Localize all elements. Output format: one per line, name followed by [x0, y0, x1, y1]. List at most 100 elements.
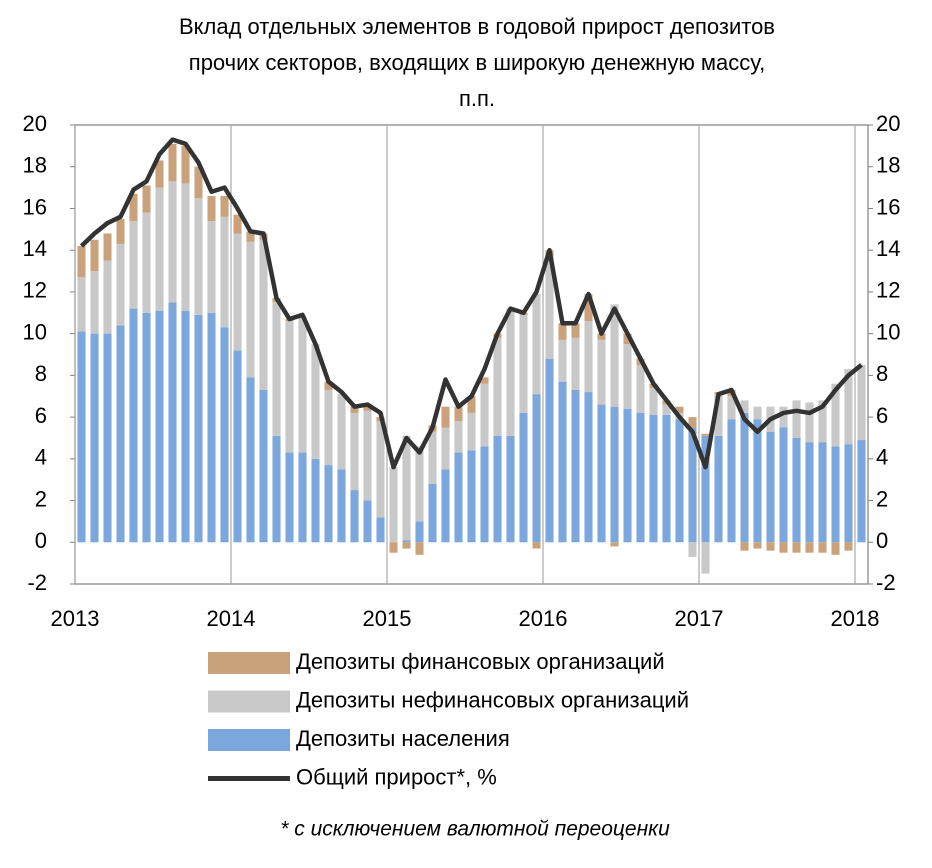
- bar: [285, 321, 294, 453]
- bar: [428, 483, 437, 543]
- bar: [363, 404, 372, 411]
- bar: [181, 145, 190, 184]
- bar: [818, 400, 827, 443]
- bar: [155, 160, 164, 188]
- bar: [116, 325, 125, 543]
- bar: [272, 435, 281, 543]
- bar: [324, 381, 333, 390]
- y-tick-label: -2: [27, 570, 47, 595]
- bar: [558, 339, 567, 382]
- bar: [519, 314, 528, 413]
- bar: [844, 369, 853, 445]
- y2-tick-label: 8: [876, 361, 888, 386]
- bar: [610, 406, 619, 543]
- bar: [376, 421, 385, 518]
- bar: [441, 427, 450, 470]
- y-tick-label: 10: [23, 319, 47, 344]
- bar: [350, 490, 359, 543]
- legend-label: Депозиты финансовых организаций: [296, 649, 665, 674]
- bar: [506, 310, 515, 436]
- bar: [532, 293, 541, 395]
- bar: [831, 383, 840, 447]
- bar: [90, 333, 99, 543]
- bar: [155, 187, 164, 311]
- bar: [610, 542, 619, 547]
- bar: [844, 542, 853, 551]
- bar: [584, 321, 593, 393]
- bar: [324, 389, 333, 466]
- y2-tick-label: 20: [876, 111, 900, 136]
- bar: [597, 404, 606, 543]
- bar: [142, 185, 151, 213]
- bar: [207, 220, 216, 313]
- bar: [233, 233, 242, 351]
- bar: [675, 419, 684, 543]
- bar: [298, 452, 307, 543]
- bar: [389, 542, 398, 553]
- bar: [155, 310, 164, 543]
- y2-tick-label: 0: [876, 528, 888, 553]
- bar: [467, 396, 476, 413]
- bar: [220, 195, 229, 217]
- bar: [194, 314, 203, 543]
- bar: [519, 412, 528, 543]
- bar: [597, 333, 606, 340]
- bar: [311, 344, 320, 459]
- bar: [129, 308, 138, 543]
- bar: [389, 467, 398, 543]
- bar: [805, 442, 814, 543]
- x-tick-label: 2014: [207, 606, 256, 631]
- bar: [779, 427, 788, 543]
- bar: [675, 406, 684, 413]
- bar: [753, 419, 762, 543]
- bar: [558, 323, 567, 340]
- bar: [272, 302, 281, 436]
- bar: [207, 195, 216, 221]
- bar: [688, 542, 697, 557]
- y-tick-label: 20: [23, 111, 47, 136]
- bar: [168, 143, 177, 182]
- chart-title: прочих секторов, входящих в широкую дене…: [189, 50, 765, 75]
- bar: [766, 542, 775, 551]
- bar: [740, 542, 749, 551]
- bar: [740, 412, 749, 543]
- bar: [753, 406, 762, 420]
- y2-tick-label: 16: [876, 194, 900, 219]
- y-tick-label: 14: [23, 236, 47, 261]
- bar: [766, 431, 775, 543]
- bar: [337, 394, 346, 470]
- y-tick-label: 6: [35, 403, 47, 428]
- bar: [701, 542, 710, 574]
- bar: [623, 344, 632, 409]
- bar: [350, 412, 359, 491]
- y2-tick-label: 4: [876, 445, 888, 470]
- bar: [363, 500, 372, 543]
- bar: [259, 389, 268, 543]
- bar: [688, 427, 697, 543]
- bar: [415, 521, 424, 543]
- bar: [584, 293, 593, 322]
- bar: [662, 415, 671, 543]
- bar: [103, 260, 112, 334]
- bar: [493, 435, 502, 543]
- bar: [727, 396, 736, 420]
- y2-tick-label: 2: [876, 486, 888, 511]
- bar: [636, 412, 645, 543]
- bar: [298, 316, 307, 453]
- y-tick-label: 0: [35, 528, 47, 553]
- bar: [90, 239, 99, 272]
- legend-swatch: [208, 652, 290, 674]
- bar: [597, 339, 606, 405]
- x-tick-label: 2017: [675, 606, 724, 631]
- bar: [857, 440, 866, 543]
- y-tick-label: 2: [35, 486, 47, 511]
- bar: [90, 271, 99, 334]
- chart-title: п.п.: [459, 86, 495, 111]
- bar: [181, 310, 190, 543]
- bar: [532, 394, 541, 543]
- bar: [818, 542, 827, 553]
- bar: [571, 323, 580, 338]
- bar: [259, 239, 268, 390]
- y2-tick-label: 18: [876, 153, 900, 178]
